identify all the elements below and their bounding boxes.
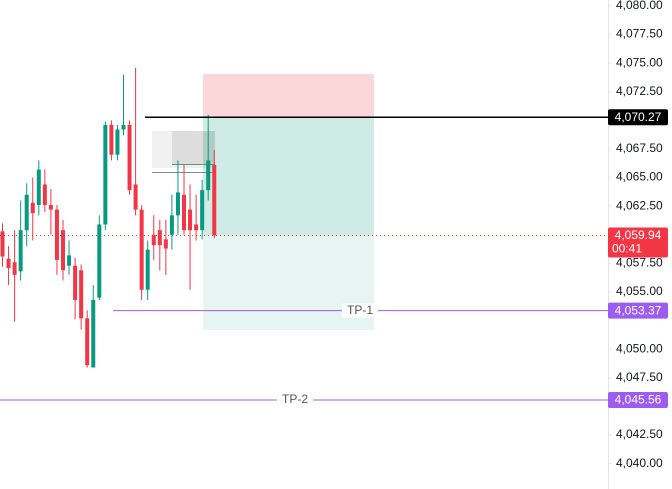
range-box <box>152 131 215 168</box>
price-badge-label: 4,070.27 <box>615 110 662 124</box>
current-price-label: 4,059.94 <box>615 228 662 242</box>
y-tick-label: 4,047.50 <box>616 370 663 384</box>
price-badge-label: 4,053.37 <box>615 303 662 317</box>
candle-body <box>103 124 108 225</box>
y-tick-label: 4,072.50 <box>616 84 663 98</box>
y-tick-label: 4,057.50 <box>616 256 663 270</box>
y-tick-label: 4,040.00 <box>616 456 663 470</box>
candle-body <box>85 318 90 366</box>
y-tick-label: 4,050.00 <box>616 341 663 355</box>
candle-body <box>54 209 59 260</box>
candle-body <box>12 262 17 275</box>
candle-body <box>212 164 217 236</box>
candle-body <box>42 184 47 206</box>
line-label: TP-2 <box>282 392 308 406</box>
y-tick-label: 4,042.50 <box>616 427 663 441</box>
candle-body <box>139 209 144 290</box>
candle-body <box>145 249 150 290</box>
y-tick-label: 4,077.50 <box>616 27 663 41</box>
candle-body <box>194 224 199 231</box>
y-tick-label: 4,062.50 <box>616 198 663 212</box>
candle-body <box>151 234 156 246</box>
candle-body <box>73 265 78 300</box>
y-tick-label: 4,067.50 <box>616 141 663 155</box>
price-badge <box>608 302 668 319</box>
candle-body <box>79 270 84 319</box>
candle-body <box>115 129 120 155</box>
price-badge <box>608 391 668 408</box>
candle-body <box>133 184 138 210</box>
candle-body <box>6 258 11 268</box>
candle-body <box>127 124 132 191</box>
y-tick-label: 4,065.00 <box>616 170 663 184</box>
line-label: TP-1 <box>347 303 373 317</box>
current-price-badge <box>608 227 668 258</box>
candle-body <box>61 230 65 271</box>
candle-body <box>30 202 35 214</box>
candle-body <box>97 224 102 298</box>
candle-body <box>67 255 72 266</box>
price-badge-label: 4,045.56 <box>615 393 662 407</box>
candle-body <box>48 205 53 210</box>
candle-body <box>0 231 5 257</box>
candle-body <box>169 215 174 235</box>
stop-zone <box>203 73 374 118</box>
candle-body <box>175 192 180 216</box>
line-label-bg <box>342 303 378 318</box>
countdown-label: 00:41 <box>612 242 642 256</box>
candle-body <box>91 299 96 368</box>
price-badge <box>608 109 668 126</box>
candle-body <box>36 169 41 206</box>
y-tick-label: 4,080.00 <box>616 0 663 12</box>
line-label-bg <box>277 392 313 407</box>
y-tick-label: 4,055.00 <box>616 284 663 298</box>
candle-body <box>18 230 23 272</box>
candle-body <box>121 124 126 130</box>
candle-body <box>24 194 29 231</box>
candle-body <box>200 190 205 231</box>
candle-body <box>206 160 211 191</box>
candle-body <box>188 209 193 231</box>
candle-body <box>182 194 186 231</box>
candle-body <box>163 239 168 249</box>
candle-body <box>157 230 162 246</box>
y-tick-label: 4,075.00 <box>616 55 663 69</box>
profit-zone <box>203 117 374 236</box>
candle-body <box>109 124 114 155</box>
